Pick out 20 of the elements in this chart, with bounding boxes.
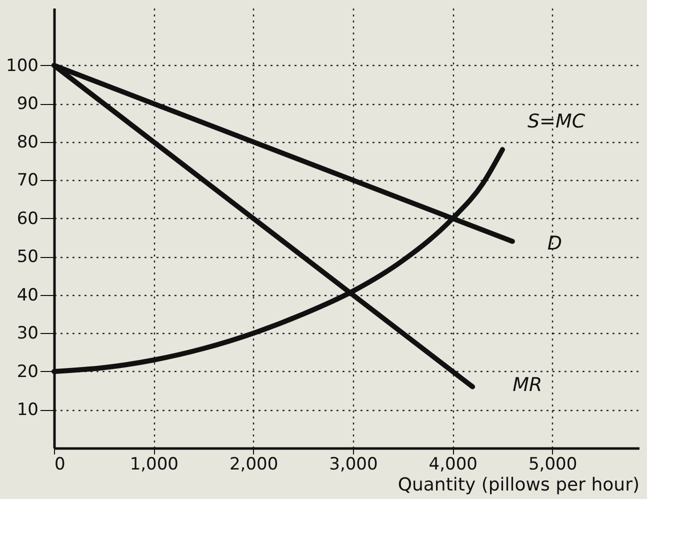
y-tick-label: 30	[16, 324, 38, 344]
x-tick-label: 2,000	[229, 454, 278, 474]
text: MR	[512, 374, 542, 396]
series-label: S=MC	[527, 110, 586, 133]
x-tick-label: 5,000	[528, 454, 578, 474]
x-tick-label: 4,000	[428, 454, 478, 474]
y-tick-label: 60	[16, 208, 38, 229]
series-label: D	[547, 232, 562, 254]
x-tick-label: 1,000	[130, 454, 178, 474]
y-tick-label: 50	[16, 247, 38, 268]
x-tick-label: 3,000	[329, 454, 378, 474]
y-tick-label: 100	[6, 56, 38, 76]
y-tick-label: 20	[16, 362, 38, 382]
y-tick-label: 80	[16, 132, 38, 152]
y-tick-label: 10	[16, 400, 38, 420]
y-tick-label: 70	[16, 170, 38, 191]
x-axis-title: Quantity (pillows per hour)	[398, 474, 640, 496]
y-tick-label: 90	[16, 94, 38, 114]
y-tick-label: 40	[16, 285, 38, 306]
x-tick-label: 0	[54, 454, 66, 474]
